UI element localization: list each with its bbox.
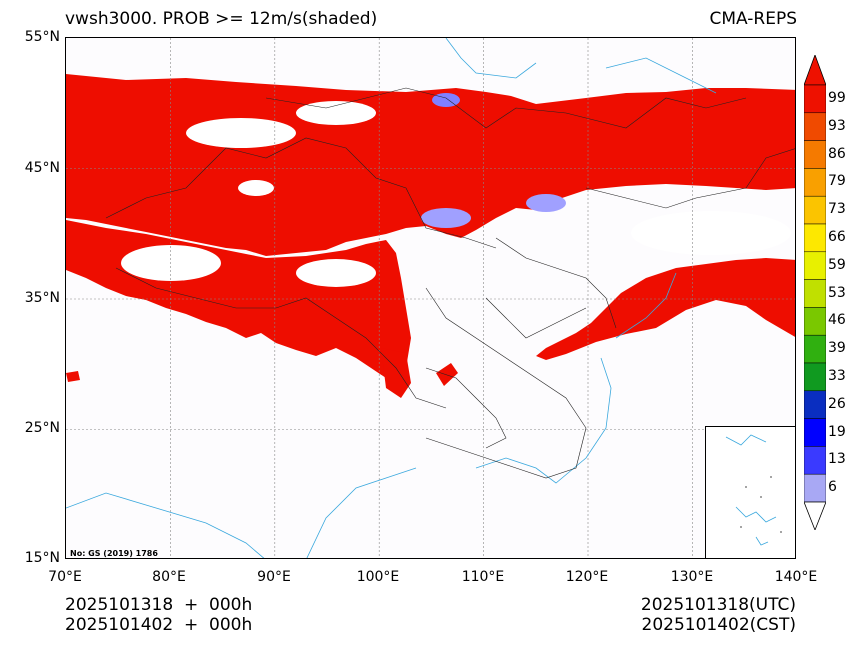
colorbar-swatch	[804, 473, 826, 503]
lat-label-45: 45°N	[24, 160, 60, 176]
colorbar-swatch	[804, 362, 826, 392]
colorbar-swatch	[804, 390, 826, 419]
low-prob-area	[121, 245, 221, 281]
low-prob-area	[432, 93, 460, 107]
lon-label-130: 130°E	[670, 569, 714, 585]
valid-time-cst: 2025101402(CST)	[641, 615, 796, 635]
low-prob-area	[421, 208, 471, 228]
colorbar-label: 46	[828, 312, 846, 329]
colorbar-swatch	[804, 223, 826, 253]
shaded-blob	[66, 371, 80, 382]
colorbar-label: 33	[828, 367, 846, 384]
low-prob-area	[631, 211, 791, 255]
lon-label-90: 90°E	[257, 569, 291, 585]
low-prob-area	[238, 180, 274, 196]
colorbar-label: 93	[828, 117, 846, 134]
colorbar-swatch	[804, 334, 826, 364]
colorbar-swatch	[804, 279, 826, 308]
colorbar-top-arrow	[804, 55, 826, 86]
colorbar-label: 66	[828, 228, 846, 245]
lat-label-15: 15°N	[24, 550, 60, 566]
colorbar-swatch	[804, 195, 826, 225]
map-panel: No: GS (2019) 1786	[65, 37, 796, 559]
colorbar-swatch	[804, 168, 826, 197]
lon-label-110: 110°E	[461, 569, 505, 585]
lat-label-25: 25°N	[24, 420, 60, 436]
colorbar	[804, 55, 826, 530]
lon-label-70: 70°E	[48, 569, 82, 585]
colorbar-label: 26	[828, 395, 846, 412]
model-name: CMA-REPS	[709, 9, 797, 29]
colorbar-label: 59	[828, 256, 846, 273]
colorbar-swatch	[804, 418, 826, 447]
credit-text: No: GS (2019) 1786	[70, 549, 158, 558]
coastline	[66, 38, 717, 558]
shaded-region-east	[536, 258, 795, 360]
shaded-blob	[436, 363, 458, 386]
colorbar-bottom-arrow	[804, 501, 826, 530]
admin-borders	[105, 87, 795, 479]
lon-label-100: 100°E	[356, 569, 400, 585]
valid-time-utc: 2025101318(UTC)	[640, 595, 796, 615]
lat-label-35: 35°N	[24, 290, 60, 306]
lon-label-80: 80°E	[152, 569, 186, 585]
lat-label-55: 55°N	[24, 29, 60, 45]
colorbar-swatch	[804, 251, 826, 280]
colorbar-swatch	[804, 112, 826, 141]
colorbar-swatch	[804, 307, 826, 336]
colorbar-swatch	[804, 84, 826, 114]
colorbar-label: 6	[828, 479, 837, 496]
low-prob-area	[296, 101, 376, 125]
graticule	[66, 38, 795, 558]
south-china-sea-inset	[705, 426, 795, 558]
colorbar-swatch	[804, 140, 826, 169]
low-prob-area	[296, 259, 376, 287]
init-time-utc: 2025101318 + 000h	[65, 595, 253, 615]
low-prob-area	[186, 118, 296, 148]
low-prob-area	[526, 194, 566, 212]
map-canvas: No: GS (2019) 1786	[66, 38, 795, 558]
lon-label-140: 140°E	[774, 569, 818, 585]
lon-label-120: 120°E	[565, 569, 609, 585]
init-time-cst: 2025101402 + 000h	[65, 615, 253, 635]
colorbar-swatch	[804, 446, 826, 475]
footer-right: 2025101318(UTC) 2025101402(CST)	[641, 595, 796, 635]
colorbar-label: 99	[828, 89, 846, 106]
colorbar-label: 53	[828, 284, 846, 301]
colorbar-label: 79	[828, 173, 846, 190]
map-title: vwsh3000. PROB >= 12m/s(shaded)	[65, 9, 378, 29]
footer-left: 2025101318 + 000h 2025101402 + 000h	[65, 595, 252, 635]
colorbar-label: 13	[828, 451, 846, 468]
colorbar-label: 73	[828, 201, 846, 218]
colorbar-label: 86	[828, 145, 846, 162]
colorbar-label: 39	[828, 340, 846, 357]
colorbar-label: 19	[828, 423, 846, 440]
inset-canvas	[725, 434, 782, 546]
